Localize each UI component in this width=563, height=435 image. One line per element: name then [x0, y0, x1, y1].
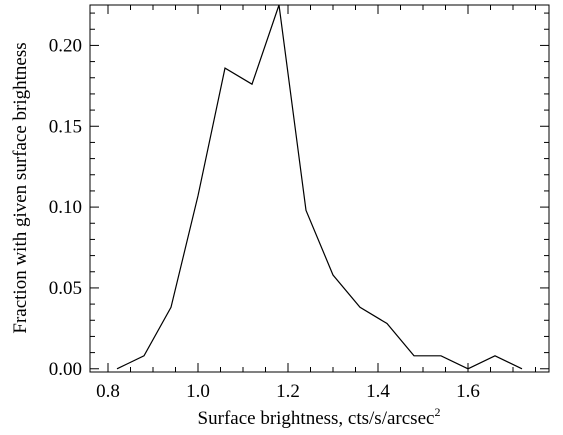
y-axis-title: Fraction with given surface brightness — [10, 42, 31, 333]
y-tick-labels: 0.00 0.05 0.10 0.15 0.20 — [49, 35, 82, 379]
axis-ticks — [90, 5, 549, 372]
x-tick-labels: 0.8 1.0 1.2 1.4 1.6 — [96, 381, 480, 402]
y-tick-label: 0.10 — [49, 197, 82, 218]
x-axis-title: Surface brightness, cts/s/arcsec2 — [198, 405, 441, 429]
x-tick-label: 1.0 — [186, 381, 210, 402]
y-tick-label: 0.15 — [49, 116, 82, 137]
series-group — [116, 4, 523, 370]
x-tick-label: 0.8 — [96, 381, 120, 402]
x-tick-label: 1.6 — [456, 381, 480, 402]
x-tick-label: 1.2 — [276, 381, 300, 402]
series-line — [116, 4, 523, 370]
plot-frame — [89, 4, 550, 373]
y-tick-label: 0.05 — [49, 278, 82, 299]
x-axis-title-text: Surface brightness, cts/s/arcsec — [198, 408, 435, 429]
y-tick-label: 0.00 — [49, 359, 82, 380]
x-tick-label: 1.4 — [366, 381, 390, 402]
y-tick-label: 0.20 — [49, 35, 82, 56]
x-axis-title-exponent: 2 — [434, 405, 440, 419]
